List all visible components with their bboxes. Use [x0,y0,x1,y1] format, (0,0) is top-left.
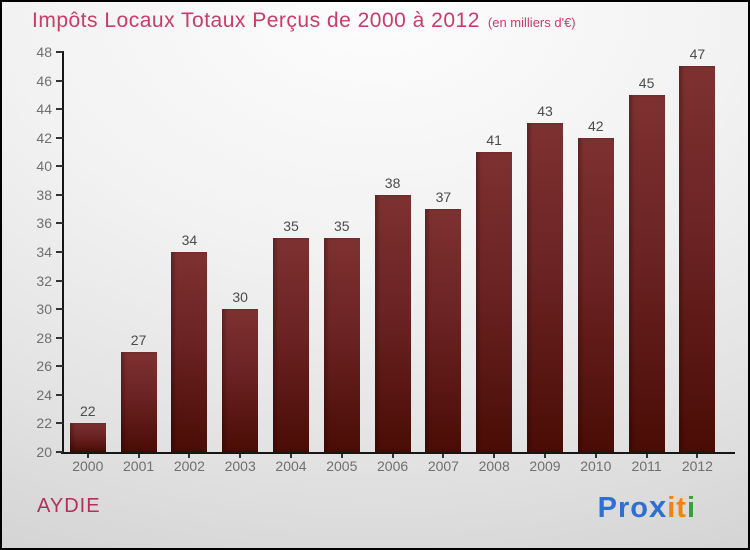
y-axis-tick-label: 22 [36,415,52,432]
x-axis-tick-label: 2008 [478,458,510,474]
bar-2010 [577,137,614,452]
y-axis-tick-label: 48 [36,44,52,60]
x-axis-tick-label: 2003 [224,458,256,474]
y-axis-tick-label: 36 [36,215,52,232]
logo-letter: i [667,492,677,524]
bar-value-label: 43 [537,103,553,120]
y-axis-tick-label: 30 [36,301,52,318]
bar-value-label: 34 [181,232,198,248]
y-axis-tick-label: 24 [36,386,52,403]
x-tick [696,454,699,458]
y-axis-line [62,51,64,454]
y-tick [56,165,63,168]
logo-letter: o [630,492,649,524]
y-tick [56,365,63,368]
y-tick [56,79,63,82]
x-axis-tick-label: 2007 [427,458,459,474]
y-axis-tick-label: 44 [36,101,52,118]
x-tick [340,454,343,458]
y-axis-tick-label: 38 [36,186,52,203]
y-axis-tick-label: 32 [36,272,52,289]
y-tick [56,108,63,111]
bar-value-label: 45 [638,74,655,91]
bar-value-label: 37 [435,189,452,206]
bar-2000 [69,423,106,452]
bar-2004 [273,237,309,452]
bar-value-label: 47 [689,46,706,63]
x-axis-tick-label: 2012 [681,458,713,474]
bar-2005 [323,237,360,452]
x-axis-tick-label: 2011 [631,458,662,474]
x-tick [645,454,648,458]
chart-title-text: Impôts Locaux Totaux Perçus de 2000 à 20… [32,9,480,32]
y-tick [56,393,63,396]
y-tick [56,222,63,225]
y-tick [56,136,63,139]
chart-title: Impôts Locaux Totaux Perçus de 2000 à 20… [32,9,576,33]
chart-title-unit: (en milliers d'€) [487,15,576,30]
logo-letter: t [676,492,687,524]
bar-value-label: 42 [588,117,604,134]
x-tick [493,454,496,458]
bar-2008 [476,152,513,452]
y-axis-tick-label: 26 [36,358,52,375]
x-tick [86,454,89,458]
bar-2007 [425,209,462,452]
x-tick [442,454,445,458]
x-axis-line [61,452,735,454]
y-axis-tick-label: 34 [36,244,52,260]
proxiti-logo[interactable]: Proxiti [598,489,696,525]
y-tick [56,251,63,253]
y-tick [56,51,63,53]
y-axis-tick-label: 46 [36,72,52,89]
bar-value-label: 38 [384,174,401,191]
bar-2002 [171,252,208,452]
x-axis-tick-label: 2004 [275,458,307,474]
bar-value-label: 30 [232,289,248,306]
x-axis-tick-label: 2005 [326,458,358,474]
x-tick [137,454,140,458]
x-axis-tick-label: 2010 [580,458,612,474]
x-tick [594,454,597,458]
x-tick [391,454,394,458]
bar-value-label: 22 [80,403,96,420]
y-tick [56,451,63,453]
x-axis-tick-label: 2006 [377,458,409,474]
logo-letter: x [648,489,668,524]
x-tick [188,454,191,458]
logo-letter: i [686,492,696,524]
x-axis-tick-label: 2009 [529,458,561,474]
x-tick [544,454,546,458]
location-label: AYDIE [37,495,101,517]
x-axis-tick-label: 2001 [123,458,155,474]
logo-letter: r [617,492,631,524]
y-axis-tick-label: 42 [36,129,52,146]
bar-2001 [120,352,157,452]
bar-2003 [222,309,259,452]
bar-value-label: 35 [283,217,299,234]
x-tick [239,454,242,458]
y-tick [56,336,63,339]
y-axis-tick-label: 28 [36,329,52,346]
bar-value-label: 41 [486,132,502,148]
bar-2009 [527,123,563,452]
x-axis-tick-label: 2000 [72,458,104,474]
y-tick [56,193,63,196]
y-axis-tick-label: 40 [36,158,52,175]
y-tick [56,308,63,311]
x-axis-tick-label: 2002 [173,458,205,474]
bar-value-label: 35 [334,217,350,234]
y-axis-tick-label: 20 [36,444,52,460]
y-tick [56,422,63,425]
y-tick [56,279,63,282]
bar-2006 [374,194,411,452]
logo-letter: P [597,492,618,524]
bar-2012 [679,66,716,452]
x-tick [290,454,292,458]
bar-value-label: 27 [130,332,147,348]
bar-2011 [628,94,665,452]
